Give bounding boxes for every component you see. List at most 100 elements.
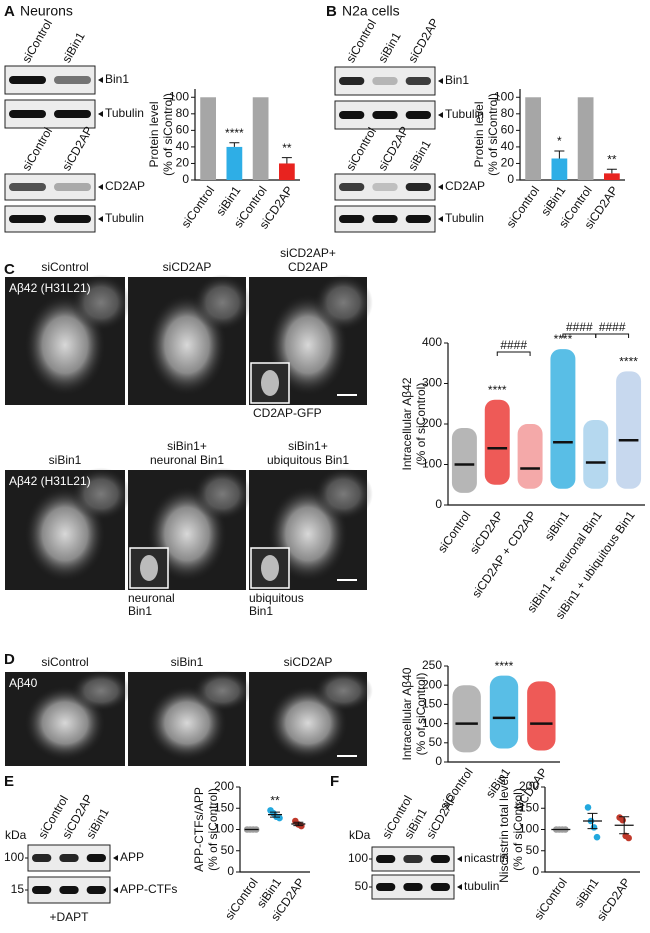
cell xyxy=(192,467,252,521)
image-label: CD2AP xyxy=(288,260,328,274)
y-tick-label: 100 xyxy=(519,822,539,836)
marker-label: 100 xyxy=(4,850,24,864)
y-axis-label: (% of siControl) xyxy=(161,93,175,176)
unit-label: kDa xyxy=(5,828,27,842)
band-label: CD2AP xyxy=(105,179,145,193)
image-label: siCD2AP xyxy=(284,655,333,669)
bracket xyxy=(496,351,531,356)
image-label: siCD2AP xyxy=(163,260,212,274)
error-bar xyxy=(229,142,240,147)
panel-title: N2a cells xyxy=(342,3,400,19)
arrowhead xyxy=(438,184,443,190)
band xyxy=(339,183,365,191)
y-tick-label: 150 xyxy=(214,800,234,814)
band-label: APP-CTFs xyxy=(120,882,177,896)
image-overlay: Aβ42 (H31L21) xyxy=(9,474,91,488)
point xyxy=(625,834,632,842)
panel-letter: E xyxy=(4,773,14,790)
point xyxy=(593,833,601,841)
arrowhead xyxy=(457,884,462,890)
bracket-label: #### xyxy=(599,320,626,334)
band xyxy=(376,855,396,863)
inset-cell xyxy=(140,555,158,581)
band xyxy=(32,854,52,862)
cell xyxy=(313,467,373,521)
y-axis-label: Intracellular Aβ42 xyxy=(400,377,414,470)
panel-letter: A xyxy=(4,3,15,20)
image-label: ubiquitous Bin1 xyxy=(267,453,349,467)
y-axis-label: (% of siControl) xyxy=(414,383,428,466)
band xyxy=(86,886,106,894)
bar xyxy=(577,97,594,180)
y-tick-label: 80 xyxy=(176,106,190,120)
x-tick-label: siBin1 xyxy=(571,875,601,910)
point xyxy=(584,804,592,811)
image-label: siControl xyxy=(41,260,88,274)
y-tick-label: 0 xyxy=(435,497,442,511)
bar xyxy=(200,97,216,180)
y-tick-label: 100 xyxy=(214,822,234,836)
error-bar xyxy=(619,816,630,835)
significance: **** xyxy=(495,659,514,673)
band xyxy=(376,883,396,891)
y-axis-label: Niscastrin total level xyxy=(497,776,511,883)
dot-cloud xyxy=(583,419,609,489)
lane-label: siBin1 xyxy=(59,29,88,65)
image-label: neuronal Bin1 xyxy=(150,453,224,467)
y-axis-label: Protein level xyxy=(147,101,161,167)
inset-cell xyxy=(261,370,279,396)
band xyxy=(405,77,431,85)
arrowhead xyxy=(438,112,443,118)
y-axis-label: (% of siControl) xyxy=(486,93,500,176)
dot-cloud xyxy=(517,424,543,489)
point xyxy=(276,814,283,822)
lane-label: siCD2AP xyxy=(405,16,441,65)
y-tick-label: 250 xyxy=(422,658,442,672)
y-tick-label: 200 xyxy=(519,779,539,793)
band-label: Tubulin xyxy=(445,107,484,121)
y-tick-label: 80 xyxy=(501,106,515,120)
y-axis-label: Protein level xyxy=(472,101,486,167)
band xyxy=(59,854,79,862)
bar xyxy=(551,158,568,180)
x-tick-label: siControl xyxy=(504,184,543,231)
blot-footer: +DAPT xyxy=(49,910,89,924)
y-tick-label: 20 xyxy=(176,156,190,170)
y-axis-label: Intracellular Aβ40 xyxy=(400,667,414,760)
image-label: siCD2AP+ xyxy=(280,246,336,260)
panel-letter: D xyxy=(4,651,15,668)
x-tick-label: siBin1 xyxy=(542,508,572,543)
y-tick-label: 40 xyxy=(176,139,190,153)
bar xyxy=(226,146,243,180)
band xyxy=(403,883,423,891)
y-axis-label: (% of siControl) xyxy=(511,788,525,871)
band-label: Tubulin xyxy=(445,211,484,225)
significance: **** xyxy=(488,383,507,397)
unit-label: kDa xyxy=(349,828,371,842)
error-bar xyxy=(270,811,280,818)
arrowhead xyxy=(113,855,118,861)
y-tick-label: 300 xyxy=(422,376,442,390)
y-axis-label: APP-CTFs/APP xyxy=(192,787,206,872)
lane-label: siControl xyxy=(19,125,55,173)
y-tick-label: 100 xyxy=(422,716,442,730)
band xyxy=(54,76,91,84)
band xyxy=(372,111,398,119)
band xyxy=(403,855,423,863)
arrowhead xyxy=(438,78,443,84)
band-label: Tubulin xyxy=(105,106,144,120)
significance: ** xyxy=(282,141,292,155)
cell xyxy=(313,274,373,331)
dot-cloud xyxy=(451,428,477,493)
y-tick-label: 50 xyxy=(429,735,443,749)
band xyxy=(405,215,431,223)
band xyxy=(372,183,398,191)
panel-letter: B xyxy=(326,3,337,20)
y-tick-label: 20 xyxy=(501,156,515,170)
y-tick-label: 50 xyxy=(526,843,540,857)
bar xyxy=(252,97,269,180)
significance: **** xyxy=(619,355,638,369)
arrowhead xyxy=(98,111,103,117)
y-tick-label: 60 xyxy=(501,123,515,137)
